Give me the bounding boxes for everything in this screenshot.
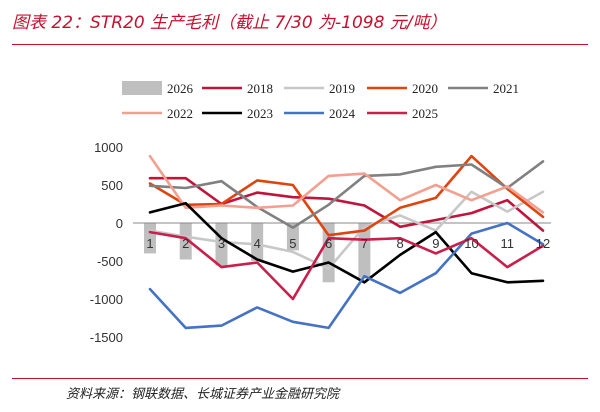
x-tick-label: 10 bbox=[464, 236, 478, 251]
x-tick-label: 6 bbox=[325, 236, 332, 251]
x-tick-label: 4 bbox=[254, 236, 261, 251]
x-tick-label: 11 bbox=[501, 236, 515, 251]
legend-label-2021: 2021 bbox=[493, 81, 519, 96]
line-2019 bbox=[148, 190, 545, 270]
bar-series-2026 bbox=[144, 223, 371, 283]
y-tick-label: 1000 bbox=[94, 140, 123, 155]
legend-label-2020: 2020 bbox=[412, 81, 438, 96]
line-2018 bbox=[148, 176, 545, 232]
title-divider bbox=[12, 44, 588, 45]
legend-label-2022: 2022 bbox=[167, 106, 193, 121]
bar-2026 bbox=[358, 223, 371, 278]
source-note: 资料来源：钢联数据、长城证券产业金融研究院 bbox=[66, 387, 340, 402]
y-axis: 1000 500 0 -500 -1000 -1500 bbox=[90, 140, 123, 345]
line-2025 bbox=[148, 230, 545, 301]
x-tick-label: 9 bbox=[432, 236, 439, 251]
line-series bbox=[148, 154, 545, 330]
x-tick-label: 2 bbox=[182, 236, 189, 251]
x-tick-label: 3 bbox=[218, 236, 225, 251]
y-tick-label: 500 bbox=[101, 178, 123, 193]
legend-label-2023: 2023 bbox=[247, 106, 273, 121]
bar-2026 bbox=[286, 223, 299, 251]
x-tick-label: 8 bbox=[396, 236, 403, 251]
legend-label-2018: 2018 bbox=[247, 81, 273, 96]
bar-2026 bbox=[179, 223, 192, 260]
line-2022 bbox=[148, 154, 545, 214]
legend-label-2026: 2026 bbox=[167, 81, 194, 96]
x-tick-label: 12 bbox=[536, 236, 550, 251]
y-tick-label: -1500 bbox=[90, 330, 123, 345]
y-tick-label: -500 bbox=[97, 254, 123, 269]
y-tick-label: -1000 bbox=[90, 292, 123, 307]
x-tick-label: 7 bbox=[361, 236, 368, 251]
legend-label-2024: 2024 bbox=[329, 106, 356, 121]
x-tick-label: 5 bbox=[289, 236, 296, 251]
legend-label-2019: 2019 bbox=[329, 81, 355, 96]
line-2020 bbox=[148, 154, 545, 237]
chart-title: 图表 22：STR20 生产毛利（截止 7/30 为-1098 元/吨） bbox=[12, 13, 447, 33]
y-tick-label: 0 bbox=[116, 216, 123, 231]
bar-2026 bbox=[251, 223, 264, 261]
source-divider bbox=[12, 378, 588, 379]
legend-swatch-2026 bbox=[122, 81, 162, 95]
line-2021 bbox=[148, 160, 545, 229]
line-2023 bbox=[148, 201, 545, 284]
x-tick-label: 1 bbox=[146, 236, 153, 251]
bar-2026 bbox=[322, 223, 335, 283]
x-axis: 1 2 3 4 5 6 7 8 9 10 11 12 bbox=[146, 236, 550, 251]
legend-label-2025: 2025 bbox=[412, 106, 438, 121]
line-2024 bbox=[148, 221, 545, 330]
legend: 2026 2018 2019 2020 2021 2022 2023 2024 2025 bbox=[122, 81, 519, 121]
